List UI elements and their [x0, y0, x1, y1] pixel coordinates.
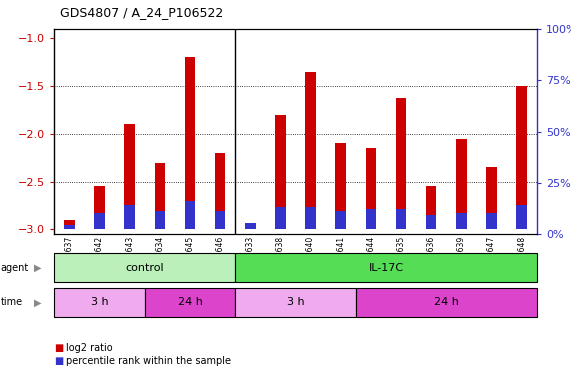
Bar [516, 205, 527, 230]
Bar [155, 211, 165, 230]
Bar [516, 86, 527, 230]
Bar [396, 98, 407, 230]
Text: ▶: ▶ [34, 297, 41, 308]
Text: 3 h: 3 h [91, 297, 108, 308]
Bar [245, 225, 256, 230]
Text: 24 h: 24 h [178, 297, 202, 308]
Bar [486, 167, 497, 230]
Bar [184, 58, 195, 230]
Bar [356, 288, 537, 317]
Bar [335, 211, 346, 230]
Bar [144, 288, 235, 317]
Bar [486, 213, 497, 230]
Bar [305, 207, 316, 230]
Bar [275, 115, 286, 230]
Bar [365, 209, 376, 230]
Bar [426, 187, 436, 230]
Bar [54, 288, 144, 317]
Bar [215, 211, 226, 230]
Text: 3 h: 3 h [287, 297, 304, 308]
Bar [155, 162, 165, 230]
Bar [94, 187, 104, 230]
Bar [305, 72, 316, 230]
Bar [426, 215, 436, 230]
Bar [335, 144, 346, 230]
Bar [365, 148, 376, 230]
Bar [184, 201, 195, 230]
Text: percentile rank within the sample: percentile rank within the sample [66, 356, 231, 366]
Text: control: control [126, 263, 164, 273]
Text: ■: ■ [54, 356, 63, 366]
Bar [94, 213, 104, 230]
Bar [64, 220, 75, 230]
Bar [64, 225, 75, 230]
Bar [124, 205, 135, 230]
Text: IL-17C: IL-17C [368, 263, 404, 273]
Bar [124, 124, 135, 230]
Text: 24 h: 24 h [434, 297, 459, 308]
Bar [235, 253, 537, 282]
Text: GDS4807 / A_24_P106522: GDS4807 / A_24_P106522 [60, 6, 223, 19]
Bar [245, 223, 256, 230]
Bar [235, 288, 356, 317]
Bar [215, 153, 226, 230]
Text: ▶: ▶ [34, 263, 41, 273]
Bar [456, 139, 467, 230]
Text: time: time [1, 297, 23, 308]
Bar [54, 253, 235, 282]
Bar [275, 207, 286, 230]
Text: ■: ■ [54, 343, 63, 353]
Text: agent: agent [1, 263, 29, 273]
Bar [456, 213, 467, 230]
Text: log2 ratio: log2 ratio [66, 343, 112, 353]
Bar [396, 209, 407, 230]
